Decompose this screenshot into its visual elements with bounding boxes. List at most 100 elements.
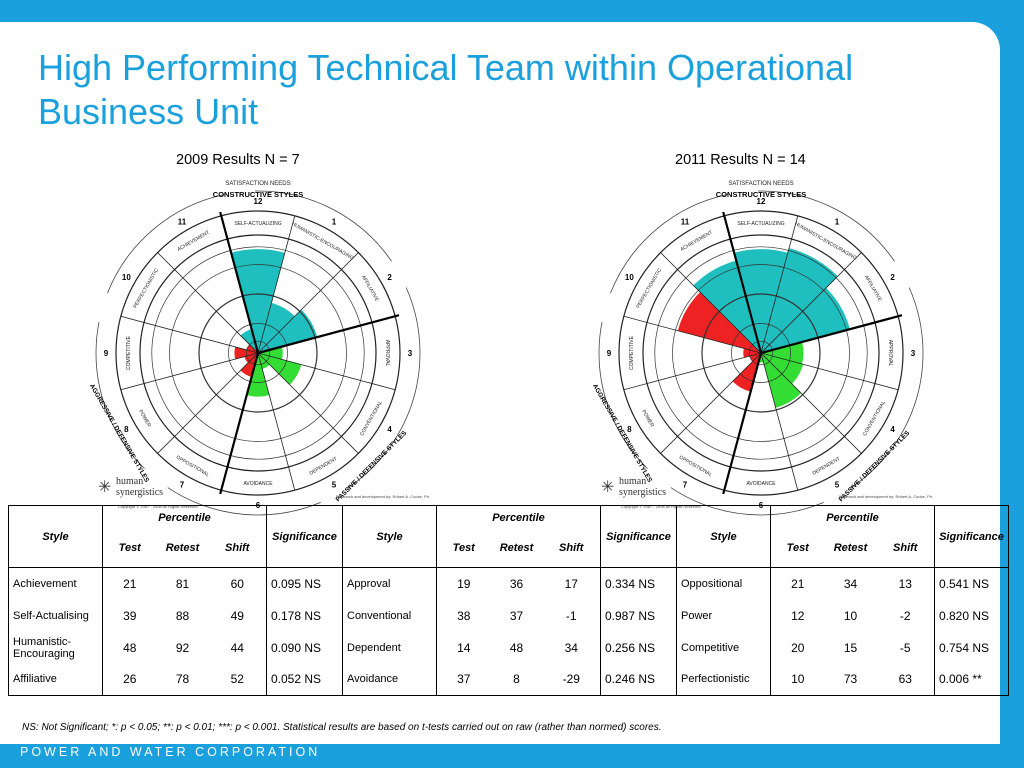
test-cell: 38 [436,599,491,632]
clock-number: 1 [332,217,337,226]
cluster-divider [722,211,763,354]
clock-number: 11 [681,217,690,226]
test-cell: 37 [436,663,491,696]
percentile-ring [731,323,791,383]
style-cell: Affiliative [8,663,103,696]
percentile-ring [748,340,774,366]
significance-cell: 0.754 NS [934,631,1009,664]
test-cell: 26 [102,663,157,696]
slide-title: High Performing Technical Team within Op… [38,47,854,132]
segment-divider [760,352,862,454]
segment-label: APPROVAL [887,340,893,367]
test-cell: 19 [436,567,491,600]
style-wedge [761,248,838,353]
style-wedge [761,287,850,353]
segment-divider [257,352,359,454]
percentile-ring [654,246,868,460]
retest-cell: 8 [490,663,543,696]
segment-label: CONVENTIONAL [359,400,384,437]
style-wedge [258,302,295,353]
clock-number: 12 [254,197,263,206]
segment-label: AVOIDANCE [243,481,273,487]
shift-cell: 49 [230,608,244,623]
style-cell: Avoidance [342,663,437,696]
cluster-divider [257,314,400,355]
segment-divider [623,352,762,391]
logo-star-icon: ✳ [601,477,614,496]
percentile-ring [151,246,365,460]
segment-label: SELF-ACTUALIZING [234,221,281,227]
circumplex-boundary [642,234,880,472]
test-cell: 12 [770,599,825,632]
clock-number: 11 [178,217,187,226]
style-cell: Achievement [8,567,103,600]
cluster-divider [219,211,260,354]
style-wedge [743,348,761,358]
clock-number: 9 [104,349,109,358]
percentile-ring [245,340,271,366]
research-credit: Research and development by: Robert A. C… [336,494,430,499]
table-header-row: Style Percentile Significance Style Perc… [8,505,1009,568]
clock-number: 7 [683,481,688,490]
style-wedge [693,260,761,353]
retest-cell: 88 [175,608,190,623]
segment-divider [760,352,799,491]
clock-number: 3 [408,349,413,358]
shift-cell: 44 [230,640,244,655]
significance-cell: 0.987 NS [600,599,677,632]
style-wedge [761,353,804,384]
shift-cell: 60 [230,576,244,591]
percentile-header: Percentile [436,505,601,530]
test-cell: 20 [770,631,825,664]
table-row: Achievement 21 81 60 0.095 NS Approval 19 36 17 0… [8,567,1009,600]
test-cell: 10 [770,663,825,696]
percentile-ring [672,264,850,442]
shift-cell: 63 [876,663,935,696]
segment-label: PERFECTIONISTIC [635,267,663,309]
segment-label: COMPETITIVE [126,335,132,370]
clock-number: 8 [627,425,632,434]
retest-header: Retest [824,529,877,568]
constructive-styles-label: CONSTRUCTIVE STYLES [213,190,303,199]
significance-cell: 0.820 NS [934,599,1009,632]
significance-header: Significance [934,505,1009,568]
clock-number: 9 [607,349,612,358]
test-header: Test [770,529,825,568]
clock-number: 10 [122,273,131,282]
retest-cell: 15 [843,640,858,655]
cluster-divider [219,352,260,495]
style-wedge [244,353,258,364]
retest-cell: 36 [509,576,524,591]
style-wedge [761,342,804,364]
style-cell: Oppositional [676,567,771,600]
table-subheader-row: Test Retest Shift Test Retest Shift Test… [9,529,1009,568]
style-wedge [258,353,302,385]
clock-number: 12 [757,197,766,206]
logo-star-icon: ✳ [98,477,111,496]
shift-cell: -29 [542,663,601,696]
segment-divider [157,252,259,354]
table-row: Self-Actualising 39 88 49 0.178 NS Convention… [8,599,1009,632]
test-header: Test [436,529,491,568]
significance-header: Significance [266,505,343,568]
style-wedge [258,346,283,360]
segment-divider [660,252,762,354]
slide-canvas: High Performing Technical Team within Op… [0,22,1000,744]
footnote: NS: Not Significant; *: p < 0.05; **: p … [22,722,662,733]
satisfaction-needs-label: SATISFACTION NEEDS [225,181,290,187]
percentile-ring [169,264,347,442]
style-wedge [246,353,270,397]
segment-label: POWER [640,409,655,429]
segment-label: CONVENTIONAL [862,400,887,437]
cluster-divider [760,314,903,355]
segment-divider [623,315,762,354]
significance-cell: 0.090 NS [266,631,343,664]
significance-cell: 0.052 NS [266,663,343,696]
shift-cell: -2 [899,608,911,623]
results-table-wrapper: Style Percentile Significance Style Perc… [8,505,1010,715]
clock-number: 5 [835,481,840,490]
segment-divider [257,252,359,354]
shift-header: Shift [542,529,601,568]
